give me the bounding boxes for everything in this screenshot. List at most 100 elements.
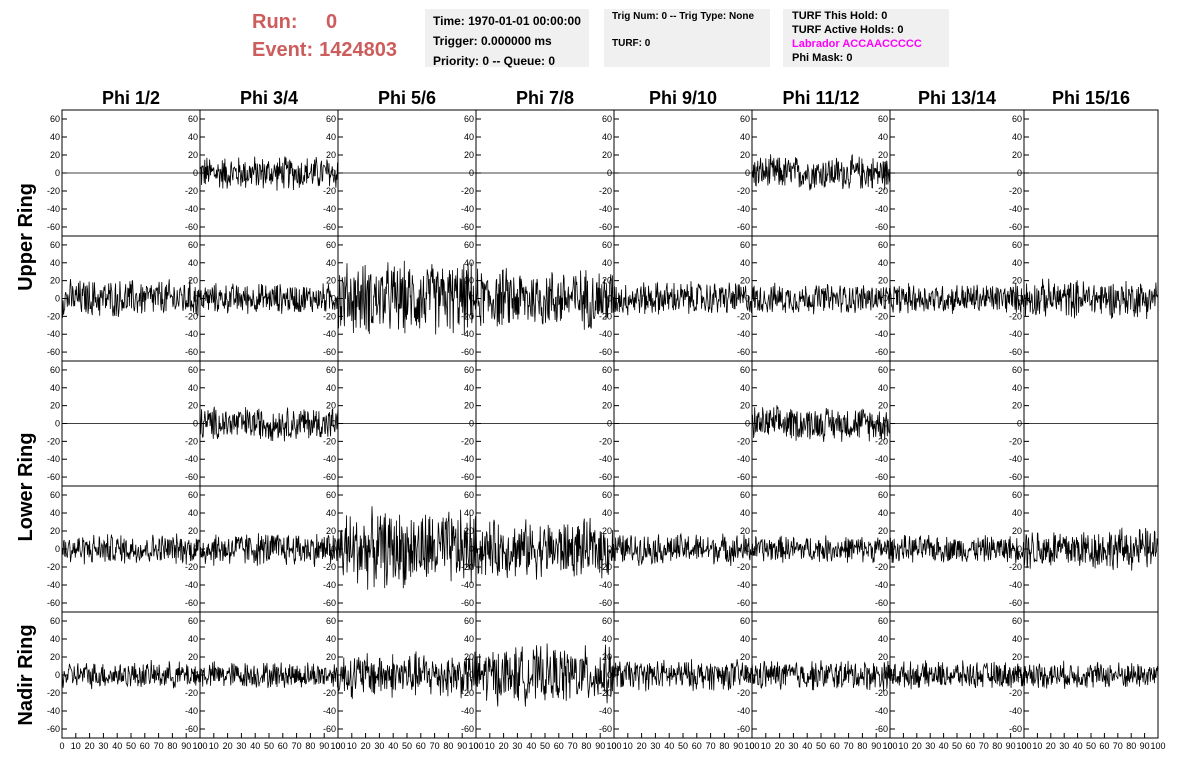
x-tick-label: 50	[540, 741, 550, 751]
y-tick-label: 0	[469, 294, 474, 304]
y-tick-label: -60	[1009, 472, 1022, 482]
y-tick-label: -20	[599, 311, 612, 321]
y-tick-label: 60	[740, 490, 750, 500]
y-tick-label: 20	[188, 526, 198, 536]
y-tick-label: 60	[50, 365, 60, 375]
y-tick-label: -20	[461, 186, 474, 196]
y-tick-label: -20	[1009, 436, 1022, 446]
x-tick-label: 60	[140, 741, 150, 751]
y-tick-label: 20	[50, 526, 60, 536]
waveform-line	[613, 281, 753, 316]
y-tick-label: 40	[464, 634, 474, 644]
waveform-line	[889, 660, 1025, 690]
y-tick-label: 60	[740, 616, 750, 626]
x-tick-label: 30	[512, 741, 522, 751]
column-header: Phi 7/8	[516, 88, 574, 108]
y-tick-label: 0	[883, 544, 888, 554]
column-header: Phi 9/10	[649, 88, 717, 108]
y-tick-label: 20	[878, 526, 888, 536]
y-tick-label: 0	[745, 168, 750, 178]
y-tick-label: -40	[737, 454, 750, 464]
y-tick-label: -40	[323, 580, 336, 590]
y-tick-label: -20	[47, 436, 60, 446]
y-tick-label: 60	[326, 240, 336, 250]
y-tick-label: -60	[599, 598, 612, 608]
y-tick-label: -20	[185, 688, 198, 698]
y-tick-label: 0	[1017, 419, 1022, 429]
y-tick-label: -20	[737, 436, 750, 446]
y-tick-label: 40	[50, 258, 60, 268]
y-tick-label: 20	[326, 526, 336, 536]
y-tick-label: -20	[323, 688, 336, 698]
y-tick-label: -60	[323, 472, 336, 482]
y-tick-label: 60	[878, 365, 888, 375]
x-tick-label: 40	[250, 741, 260, 751]
turf-active-holds-text: TURF Active Holds: 0	[792, 24, 904, 36]
y-tick-label: 20	[878, 401, 888, 411]
y-tick-label: 20	[1012, 150, 1022, 160]
x-tick-label: 70	[568, 741, 578, 751]
y-tick-label: -60	[875, 222, 888, 232]
y-tick-label: 20	[602, 652, 612, 662]
x-tick-label: 90	[457, 741, 467, 751]
waveform-line	[199, 283, 339, 314]
y-tick-label: 0	[883, 670, 888, 680]
x-tick-label: 60	[278, 741, 288, 751]
x-tick-label: 70	[430, 741, 440, 751]
y-tick-label: 60	[602, 616, 612, 626]
y-tick-label: 40	[878, 132, 888, 142]
y-tick-label: 0	[607, 294, 612, 304]
y-tick-label: 40	[1012, 508, 1022, 518]
waveform-line	[751, 282, 891, 315]
x-tick-label: 20	[1046, 741, 1056, 751]
y-tick-label: -40	[461, 454, 474, 464]
waveform-line	[337, 506, 477, 590]
y-tick-label: -20	[737, 311, 750, 321]
y-tick-label: 0	[469, 168, 474, 178]
y-tick-label: -40	[47, 204, 60, 214]
x-tick-label: 10	[761, 741, 771, 751]
y-tick-label: 60	[50, 114, 60, 124]
x-tick-label: 100	[744, 741, 759, 751]
y-tick-label: -40	[185, 204, 198, 214]
y-tick-label: 0	[55, 419, 60, 429]
y-tick-label: -60	[323, 222, 336, 232]
x-tick-label: 30	[374, 741, 384, 751]
y-tick-label: 60	[740, 365, 750, 375]
event-value: 1424803	[319, 39, 397, 61]
y-tick-label: -60	[185, 724, 198, 734]
x-tick-label: 20	[223, 741, 233, 751]
y-tick-label: 60	[464, 240, 474, 250]
y-tick-label: 20	[50, 276, 60, 286]
y-tick-label: 20	[602, 526, 612, 536]
y-tick-label: -40	[1009, 580, 1022, 590]
x-tick-label: 0	[611, 741, 616, 751]
y-tick-label: 20	[464, 150, 474, 160]
y-tick-label: -60	[737, 472, 750, 482]
y-tick-label: 40	[878, 258, 888, 268]
y-tick-label: -20	[185, 311, 198, 321]
y-tick-label: -60	[737, 724, 750, 734]
waveform-line	[751, 660, 891, 692]
turf-text: TURF: 0	[612, 38, 651, 49]
column-header: Phi 15/16	[1052, 88, 1130, 108]
y-tick-label: -60	[461, 598, 474, 608]
y-tick-label: -20	[599, 562, 612, 572]
y-tick-label: -20	[185, 186, 198, 196]
y-tick-label: -60	[185, 598, 198, 608]
y-tick-label: 40	[326, 634, 336, 644]
x-tick-label: 30	[98, 741, 108, 751]
y-tick-label: 40	[602, 508, 612, 518]
x-tick-label: 40	[526, 741, 536, 751]
x-tick-label: 50	[816, 741, 826, 751]
y-tick-label: 20	[1012, 652, 1022, 662]
waveform-line	[337, 260, 477, 335]
y-tick-label: 60	[188, 490, 198, 500]
y-tick-label: 60	[464, 365, 474, 375]
waveform-line	[199, 406, 339, 442]
y-tick-label: -40	[47, 329, 60, 339]
y-tick-label: -20	[323, 186, 336, 196]
x-tick-label: 80	[443, 741, 453, 751]
y-tick-label: -40	[875, 580, 888, 590]
